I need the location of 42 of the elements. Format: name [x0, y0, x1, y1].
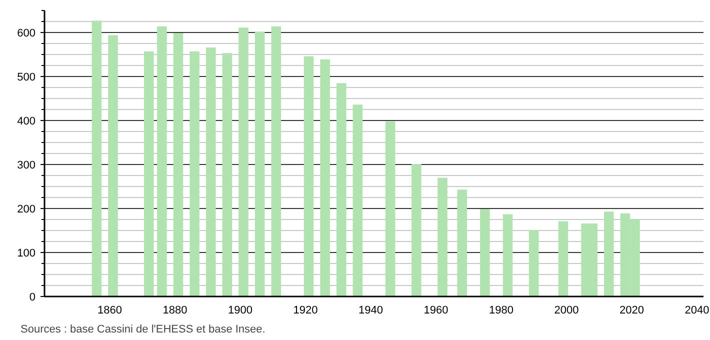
- bar: [157, 26, 167, 296]
- bar: [480, 208, 490, 296]
- bar: [352, 104, 363, 296]
- bar: [144, 51, 154, 296]
- source-note: Sources : base Cassini de l'EHESS et base Insee.: [20, 324, 266, 336]
- bar: [412, 164, 422, 296]
- bar: [173, 32, 184, 296]
- bar: [558, 221, 568, 296]
- y-tick-label: 600: [17, 28, 36, 40]
- bar: [304, 56, 314, 296]
- x-tick-label: 1920: [293, 304, 318, 316]
- x-tick-label: 1880: [162, 304, 188, 316]
- x-tick-label: 2000: [554, 304, 579, 316]
- x-tick-label: 1980: [488, 304, 514, 316]
- y-tick-label: 100: [17, 248, 36, 260]
- bar: [320, 59, 330, 296]
- bar: [238, 28, 248, 296]
- x-tick-label: 2040: [684, 304, 710, 316]
- bar: [336, 83, 346, 296]
- x-tick-label: 1860: [98, 304, 122, 316]
- y-tick-label: 0: [29, 292, 36, 304]
- y-tick-label: 400: [17, 116, 36, 128]
- x-tick-label: 2020: [619, 304, 644, 316]
- x-tick-label: 1940: [358, 304, 383, 316]
- x-tick-label: 1900: [228, 304, 252, 316]
- bar: [108, 35, 118, 296]
- bar: [271, 26, 282, 296]
- bar: [222, 53, 232, 296]
- bar: [92, 20, 102, 296]
- bar: [190, 51, 200, 296]
- bar: [385, 121, 396, 296]
- y-tick-label: 200: [17, 204, 36, 216]
- x-tick-label: 1960: [424, 304, 448, 316]
- y-tick-label: 300: [17, 160, 36, 172]
- bar: [457, 190, 467, 296]
- bar: [502, 214, 513, 296]
- bar: [438, 178, 448, 296]
- bar: [528, 230, 539, 296]
- bar: [206, 47, 216, 296]
- y-tick-label: 500: [17, 72, 36, 84]
- bar: [254, 32, 265, 296]
- bar: [604, 212, 614, 296]
